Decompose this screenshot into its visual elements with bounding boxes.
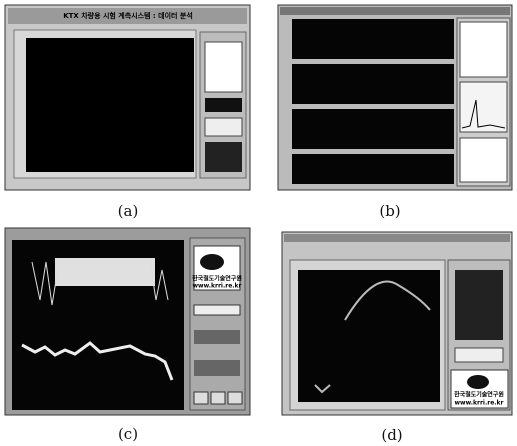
list-box bbox=[460, 22, 507, 77]
list-box bbox=[205, 42, 242, 92]
plot-area bbox=[26, 38, 194, 172]
window-title: KTX 차량용 시험 계측시스템 : 데이터 분석 bbox=[63, 11, 193, 20]
screenshot-b bbox=[278, 5, 512, 190]
plot-area bbox=[292, 109, 454, 149]
table bbox=[205, 118, 242, 136]
button[interactable] bbox=[194, 360, 240, 376]
logo-url: www.krri.re.kr bbox=[192, 283, 241, 290]
screenshot-c: 한국철도기술연구원 www.krri.re.kr bbox=[5, 228, 250, 415]
caption: (b) bbox=[379, 202, 400, 220]
logo-name: 한국철도기술연구원 bbox=[192, 275, 242, 283]
info-box bbox=[205, 142, 242, 172]
spectrum-box bbox=[460, 82, 507, 132]
input[interactable] bbox=[455, 348, 503, 362]
table bbox=[455, 270, 503, 340]
button[interactable] bbox=[194, 330, 240, 344]
caption: (a) bbox=[118, 202, 139, 220]
logo-name: 한국철도기술연구원 bbox=[454, 391, 504, 399]
input[interactable] bbox=[194, 305, 240, 315]
plot-area bbox=[292, 154, 454, 184]
title-bar bbox=[284, 234, 510, 242]
button[interactable] bbox=[205, 98, 242, 112]
table bbox=[460, 138, 507, 182]
plot-area bbox=[292, 19, 454, 59]
signal-band bbox=[55, 258, 155, 286]
figure: KTX 차량용 시험 계측시스템 : 데이터 분석 한국철도기술연구원 www.… bbox=[0, 0, 517, 446]
screenshot-a: KTX 차량용 시험 계측시스템 : 데이터 분석 bbox=[5, 5, 250, 190]
logo-url: www.krri.re.kr bbox=[454, 400, 503, 407]
caption: (c) bbox=[118, 425, 138, 443]
caption: (d) bbox=[381, 426, 402, 444]
button[interactable] bbox=[211, 392, 225, 404]
logo-mark bbox=[467, 375, 489, 389]
logo-mark bbox=[200, 254, 224, 270]
plot-area bbox=[292, 64, 454, 104]
title-bar bbox=[280, 7, 510, 15]
button[interactable] bbox=[228, 392, 242, 404]
screenshot-d: 한국철도기술연구원 www.krri.re.kr bbox=[282, 232, 512, 415]
button[interactable] bbox=[194, 392, 208, 404]
